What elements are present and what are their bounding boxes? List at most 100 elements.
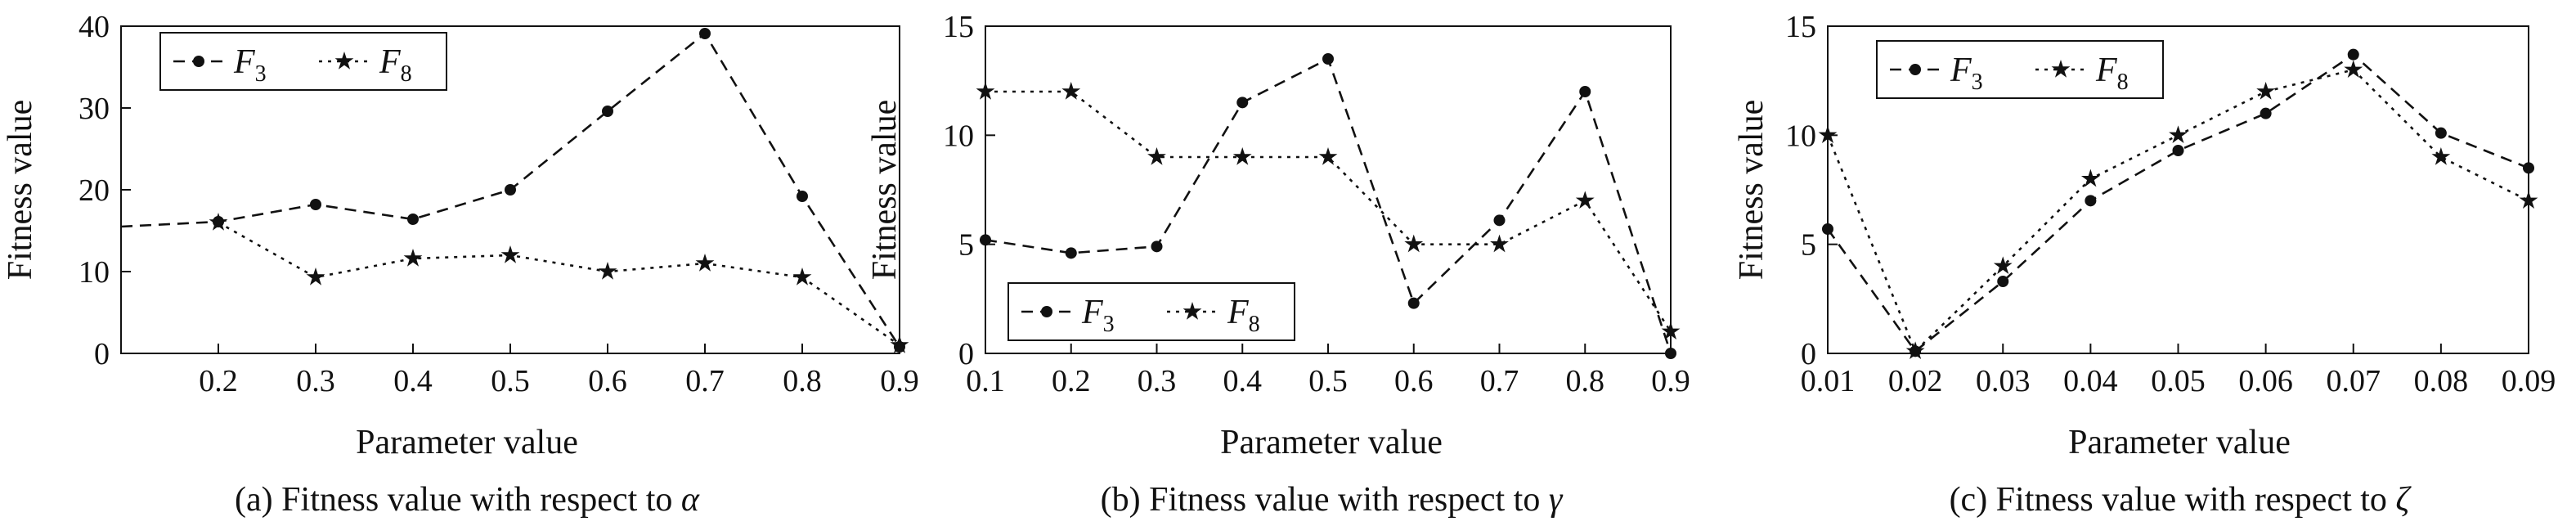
x-axis-label: Parameter value	[2068, 424, 2291, 461]
data-point	[2260, 107, 2272, 119]
x-tick-label: 0.4	[1223, 364, 1263, 398]
data-point	[797, 191, 808, 202]
legend-marker	[1041, 306, 1052, 317]
x-tick-label: 0.5	[1308, 364, 1348, 398]
chart-caption: (a) Fitness value with respect to α	[235, 481, 700, 519]
data-point	[976, 82, 995, 100]
caption-text: (c) Fitness value with respect to	[1950, 481, 2396, 519]
legend-label-name: F	[1950, 52, 1972, 89]
series-line	[1826, 53, 2529, 353]
data-point	[1661, 321, 1681, 340]
data-point	[1404, 234, 1424, 253]
legend-marker	[1910, 64, 1921, 75]
x-tick-label: 0.4	[393, 364, 433, 398]
data-point	[1322, 53, 1334, 65]
x-tick-label: 0.09	[2502, 364, 2556, 398]
data-point	[1905, 341, 1925, 360]
data-point	[505, 184, 516, 196]
data-point	[2519, 191, 2538, 209]
x-tick-label: 0.6	[588, 364, 627, 398]
series-F8	[209, 213, 909, 353]
data-point	[500, 245, 520, 263]
legend-label-subscript: 8	[1249, 312, 1260, 337]
data-point	[2344, 60, 2363, 79]
data-point	[1993, 256, 2013, 275]
y-tick-label: 15	[1785, 10, 1816, 44]
data-point	[980, 234, 991, 246]
legend-box	[159, 32, 447, 91]
legend-label: F8	[1227, 294, 1260, 337]
x-tick-label: 0.7	[685, 364, 725, 398]
data-point	[1575, 191, 1595, 209]
data-point	[1061, 82, 1081, 100]
legend: F3 F8	[1876, 40, 2164, 99]
legend-label: F3	[233, 43, 267, 87]
data-point	[1147, 147, 1166, 165]
series-F8	[1818, 60, 2538, 360]
data-point	[1236, 97, 1249, 109]
y-axis-label: Fitness value	[2, 100, 39, 280]
data-point	[403, 249, 423, 267]
x-tick-label: 0.2	[1052, 364, 1091, 398]
legend-label-subscript: 3	[1972, 70, 1983, 95]
data-point	[890, 335, 909, 353]
y-tick-label: 0	[94, 337, 110, 371]
legend-label-name: F	[233, 43, 255, 81]
chart-caption: (c) Fitness value with respect to ζ	[1950, 481, 2412, 519]
data-point	[209, 213, 228, 231]
caption-text: (b) Fitness value with respect to	[1101, 481, 1549, 519]
x-tick-label: 0.6	[1394, 364, 1434, 398]
data-point	[792, 267, 812, 285]
data-point	[2169, 125, 2188, 144]
legend-label: F3	[1081, 294, 1115, 337]
x-tick-label: 0.08	[2414, 364, 2469, 398]
y-tick-label: 10	[1785, 119, 1816, 153]
data-point	[699, 28, 711, 39]
legend-label: F3	[1950, 52, 1983, 95]
series-F3	[1822, 48, 2534, 357]
series-line	[1826, 68, 2529, 353]
x-tick-label: 0.07	[2327, 364, 2381, 398]
series-F3	[980, 53, 1676, 359]
x-tick-label: 0.2	[199, 364, 238, 398]
legend: F3 F8	[1008, 282, 1295, 341]
x-tick-label: 0.01	[1801, 364, 1856, 398]
x-axis-label: Parameter value	[1220, 424, 1443, 461]
y-tick-label: 0	[958, 337, 974, 371]
y-tick-label: 15	[943, 10, 974, 44]
x-tick-label: 0.5	[491, 364, 530, 398]
data-point	[1822, 223, 1833, 235]
data-point	[2523, 162, 2534, 174]
chart-panel-1: 0 10 20 30 40 0.2 0.3 0.4 0.5 0.6 0.7 0.8 0.9 Paramet…	[2, 10, 919, 519]
caption-symbol: α	[681, 481, 700, 519]
legend-label: F8	[379, 43, 412, 87]
data-point	[1065, 247, 1077, 259]
data-point	[2085, 195, 2097, 207]
legend-label-subscript: 8	[401, 61, 412, 87]
series-F8	[976, 82, 1681, 340]
x-tick-label: 0.9	[880, 364, 919, 398]
chart-caption: (b) Fitness value with respect to γ	[1101, 481, 1564, 519]
legend-label-name: F	[1227, 294, 1249, 331]
x-tick-label: 0.7	[1480, 364, 1519, 398]
x-tick-label: 0.03	[1976, 364, 2031, 398]
x-tick-label: 0.05	[2151, 364, 2206, 398]
data-point	[2080, 169, 2100, 187]
legend-marker	[334, 52, 354, 70]
legend-label-subscript: 3	[1103, 312, 1115, 337]
data-point	[1665, 348, 1676, 359]
x-tick-label: 0.8	[783, 364, 822, 398]
data-point	[1818, 125, 1838, 144]
caption-symbol: γ	[1549, 481, 1564, 519]
legend-marker	[1183, 302, 1202, 320]
series-line	[218, 221, 900, 347]
caption-symbol: ζ	[2395, 481, 2412, 519]
legend-box	[1876, 40, 2164, 99]
legend-label-name: F	[1081, 294, 1103, 331]
data-point	[407, 214, 419, 225]
data-point	[1997, 276, 2009, 287]
legend-box	[1008, 282, 1295, 341]
data-point	[1318, 147, 1338, 165]
y-tick-label: 40	[79, 10, 110, 44]
